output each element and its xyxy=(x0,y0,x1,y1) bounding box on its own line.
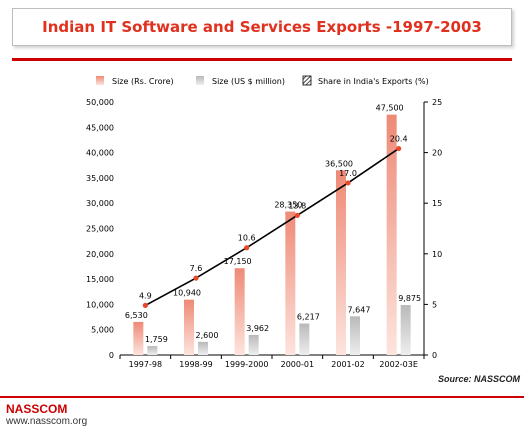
x-tick-label: 2001-02 xyxy=(331,360,364,369)
chart-title: Indian IT Software and Services Exports … xyxy=(42,18,482,36)
legend-label-usd: Size (US $ million) xyxy=(212,77,285,86)
left-tick-label: 15,000 xyxy=(86,275,114,284)
bar-label-rs: 10,940 xyxy=(173,289,201,298)
bar-label-usd: 6,217 xyxy=(297,313,320,322)
share-point xyxy=(244,245,250,251)
bars: 6,530 1,759 10,940 2,600 17,150 3,962 28,350 6,… xyxy=(125,104,421,356)
bar-size-usd-million xyxy=(198,341,208,355)
bar-size-usd-million xyxy=(147,346,158,355)
left-tick-label: 45,000 xyxy=(86,123,114,132)
bar-size-usd-million xyxy=(400,305,411,355)
bar-size-rs-crore xyxy=(386,114,397,356)
share-label: 20.4 xyxy=(390,135,408,144)
bar-label-rs: 17,150 xyxy=(224,257,252,266)
left-tick-label: 30,000 xyxy=(86,199,114,208)
share-label: 13.8 xyxy=(288,201,306,210)
share-point xyxy=(294,212,300,218)
right-tick-label: 15 xyxy=(432,199,442,208)
chart-title-box: Indian IT Software and Services Exports … xyxy=(12,8,512,46)
right-axis: 0 5 10 15 20 25 xyxy=(423,98,442,360)
x-tick-label: 2000-01 xyxy=(281,360,314,369)
left-tick-label: 40,000 xyxy=(86,149,114,158)
legend-label-rs: Size (Rs. Crore) xyxy=(112,77,174,86)
right-tick-label: 25 xyxy=(432,98,442,107)
share-point xyxy=(193,275,199,281)
left-tick-label: 25,000 xyxy=(86,225,114,234)
legend-label-share: Share in India's Exports (%) xyxy=(318,77,429,86)
share-line-path xyxy=(144,147,400,307)
bar-label-usd: 2,600 xyxy=(196,331,219,340)
source-note: Source: NASSCOM xyxy=(438,374,521,384)
x-tick-label: 1997-98 xyxy=(129,360,162,369)
bar-size-rs-crore xyxy=(133,321,144,355)
bar-size-rs-crore xyxy=(234,268,245,355)
bar-label-rs: 36,500 xyxy=(325,159,353,168)
bar-size-rs-crore xyxy=(285,211,296,355)
share-line: 4.9 7.6 10.6 13.8 17.0 20.4 xyxy=(139,135,408,309)
footer-url: www.nasscom.org xyxy=(6,416,88,427)
bar-label-rs: 28,350 xyxy=(274,201,302,210)
share-point xyxy=(396,145,402,152)
x-axis: 1997-98 1998-99 1999-2000 2000-01 2001-02 200… xyxy=(119,354,425,369)
left-tick-label: 10,000 xyxy=(86,300,114,309)
right-tick-label: 5 xyxy=(432,300,437,309)
bar-label-usd: 3,962 xyxy=(246,324,269,333)
bar-size-rs-crore xyxy=(184,299,194,355)
right-tick-label: 20 xyxy=(432,149,442,158)
legend-swatch-share xyxy=(302,75,312,86)
left-tick-label: 5,000 xyxy=(91,326,114,335)
bar-label-rs: 47,500 xyxy=(376,104,404,113)
legend: Size (Rs. Crore) Size (US $ million) Share… xyxy=(96,75,429,86)
bar-size-usd-million xyxy=(299,323,310,355)
top-divider xyxy=(12,58,512,61)
bar-size-usd-million xyxy=(350,316,360,355)
legend-swatch-rs xyxy=(96,76,104,85)
share-label: 4.9 xyxy=(139,291,152,300)
left-tick-label: 50,000 xyxy=(86,98,114,107)
left-tick-label: 20,000 xyxy=(86,250,114,259)
bar-label-usd: 9,875 xyxy=(398,294,421,303)
bar-label-usd: 7,647 xyxy=(348,305,371,314)
bar-label-rs: 6,530 xyxy=(125,311,148,320)
left-tick-label: 0 xyxy=(109,351,114,360)
share-point xyxy=(345,180,351,186)
share-label: 17.0 xyxy=(339,169,357,178)
x-tick-label: 1998-99 xyxy=(179,360,212,369)
x-tick-label: 2002-03E xyxy=(379,360,417,369)
bottom-divider xyxy=(0,396,524,398)
right-tick-label: 10 xyxy=(432,250,442,259)
share-label: 7.6 xyxy=(190,264,203,273)
legend-swatch-usd xyxy=(196,76,204,85)
share-point xyxy=(142,302,148,309)
bar-label-usd: 1,759 xyxy=(145,335,168,344)
bar-size-usd-million xyxy=(248,334,259,355)
left-tick-label: 35,000 xyxy=(86,174,114,183)
chart-area: Size (Rs. Crore) Size (US $ million) Share… xyxy=(86,75,442,369)
footer-org: NASSCOM xyxy=(6,402,68,416)
bar-size-rs-crore xyxy=(336,170,346,355)
right-tick-label: 0 xyxy=(432,351,437,360)
share-label: 10.6 xyxy=(238,234,256,243)
left-axis: 0 5,000 10,000 15,000 20,000 25,000 30,000 35,0… xyxy=(86,98,114,360)
x-tick-label: 1999-2000 xyxy=(225,360,269,369)
